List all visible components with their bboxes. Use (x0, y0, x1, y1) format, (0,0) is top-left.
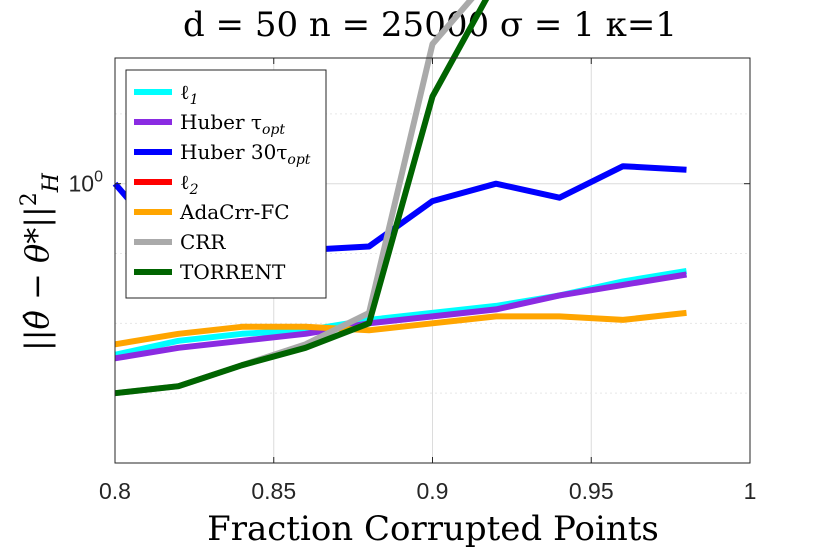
series-line-torrent (114, 0, 490, 397)
series-line-huber (114, 271, 687, 362)
y-axis-label: ||θ̂ − θ*||2H (17, 172, 64, 351)
y-tick-label: 100 (69, 169, 104, 197)
svg-text:||θ̂ − θ*||2H: ||θ̂ − θ*||2H (17, 172, 64, 351)
legend-label-adacrr: AdaCrr-FC (179, 200, 290, 224)
x-tick-label: 1 (744, 478, 757, 504)
chart-title: d = 50 n = 25000 σ = 1 κ=1 (183, 5, 677, 45)
legend-label-crr: CRR (180, 230, 226, 254)
legend-label-l1: ℓ1 (180, 80, 199, 108)
legend-label-huber30: Huber 30τopt (180, 140, 311, 168)
legend-label-torrent: TORRENT (180, 260, 286, 284)
legend-label-l2: ℓ2 (180, 170, 199, 198)
x-axis-label: Fraction Corrupted Points (207, 509, 659, 549)
x-tick-label: 0.85 (251, 478, 296, 504)
x-tick-label: 0.8 (99, 478, 131, 504)
x-tick-label: 0.95 (569, 478, 614, 504)
x-tick-label: 0.9 (417, 478, 449, 504)
series-line-adacrr (114, 309, 687, 348)
tick-layer: 0.80.850.90.951100105 (69, 58, 757, 504)
legend-label-huber: Huber τopt (180, 110, 285, 138)
